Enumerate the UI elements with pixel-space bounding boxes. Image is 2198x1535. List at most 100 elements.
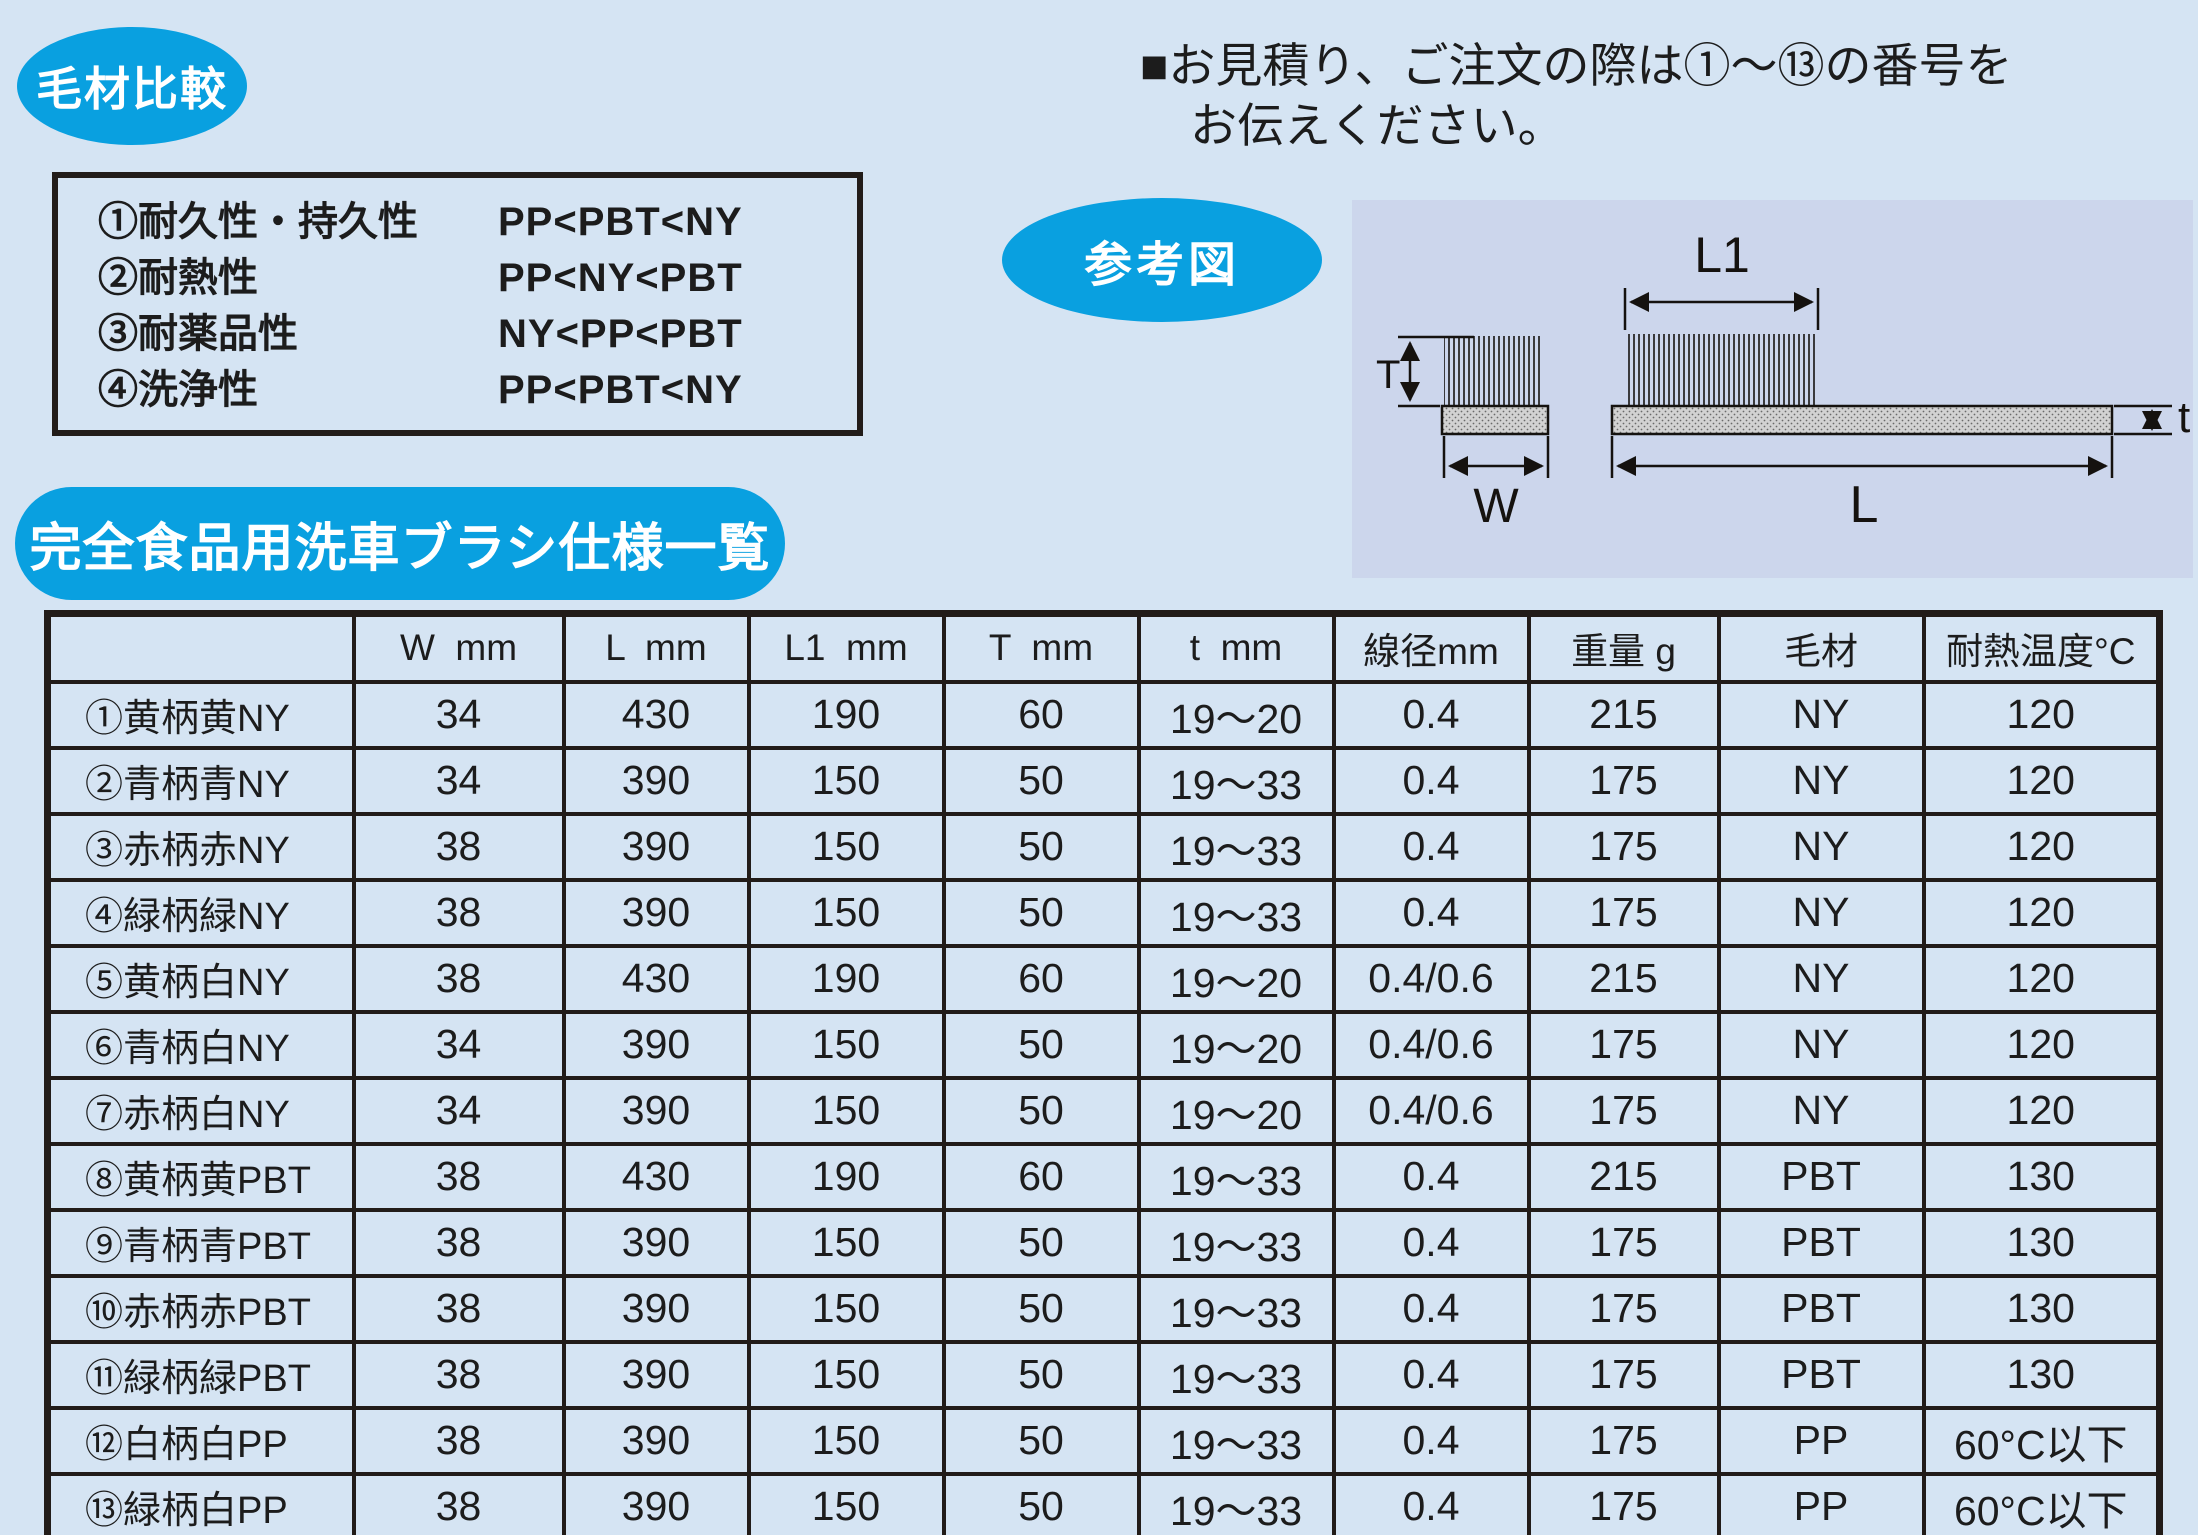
material-comparison-box: ①耐久性・持久性 PP<PBT<NY ②耐熱性 PP<NY<PBT ③耐薬品性 … <box>52 172 863 436</box>
product-name-cell: ⑦赤柄白NY <box>45 1075 356 1146</box>
table-row: ⑫白柄白PP 38 390 150 50 19〜33 0.4 175 PP 60°C以下 <box>45 1405 2162 1476</box>
spec-value-cell: NY <box>1716 1009 1926 1080</box>
spec-value-cell: 19〜20 <box>1136 1009 1336 1080</box>
brush-dimension-diagram: T W L1 t L <box>1352 200 2193 578</box>
spec-value-cell: 150 <box>746 1075 946 1146</box>
product-name-cell: ⑩赤柄赤PBT <box>45 1273 356 1344</box>
spec-value-cell: 130 <box>1921 1207 2162 1278</box>
product-name-cell: ⑨青柄青PBT <box>45 1207 356 1278</box>
spec-value-cell: 19〜33 <box>1136 1207 1336 1278</box>
header-l-mm: L mm <box>561 611 751 684</box>
spec-value-cell: 150 <box>746 745 946 816</box>
spec-value-cell: 19〜20 <box>1136 943 1336 1014</box>
spec-value-cell: 38 <box>351 1141 566 1212</box>
comparison-value: PP<PBT<NY <box>498 200 743 244</box>
spec-value-cell: 390 <box>561 1471 751 1535</box>
spec-value-cell: NY <box>1716 811 1926 882</box>
header-wire-diameter: 線径mm <box>1331 611 1531 684</box>
spec-value-cell: 38 <box>351 811 566 882</box>
spec-value-cell: 19〜33 <box>1136 877 1336 948</box>
spec-table: W mm L mm L1 mm T mm t mm 線径mm 重量 g 毛材 耐… <box>44 610 2163 1535</box>
dimension-label-T: T <box>1376 353 1400 397</box>
product-name-cell: ①黄柄黄NY <box>45 679 356 750</box>
spec-value-cell: 19〜33 <box>1136 1273 1336 1344</box>
spec-value-cell: 19〜33 <box>1136 1339 1336 1410</box>
table-row: ③赤柄赤NY 38 390 150 50 19〜33 0.4 175 NY 120 <box>45 811 2162 882</box>
spec-value-cell: 19〜33 <box>1136 1405 1336 1476</box>
header-w-mm: W mm <box>351 611 566 684</box>
spec-value-cell: 175 <box>1526 1009 1721 1080</box>
spec-value-cell: 390 <box>561 1009 751 1080</box>
table-row: ④緑柄緑NY 38 390 150 50 19〜33 0.4 175 NY 120 <box>45 877 2162 948</box>
spec-value-cell: 175 <box>1526 1339 1721 1410</box>
spec-value-cell: 19〜33 <box>1136 1141 1336 1212</box>
spec-value-cell: 34 <box>351 1009 566 1080</box>
spec-value-cell: 34 <box>351 1075 566 1146</box>
spec-value-cell: 150 <box>746 811 946 882</box>
spec-value-cell: 390 <box>561 877 751 948</box>
spec-value-cell: 175 <box>1526 745 1721 816</box>
table-row: ⑤黄柄白NY 38 430 190 60 19〜20 0.4/0.6 215 NY 120 <box>45 943 2162 1014</box>
product-name-cell: ②青柄青NY <box>45 745 356 816</box>
reference-figure-badge: 参考図 <box>1002 198 1322 322</box>
spec-value-cell: 38 <box>351 943 566 1014</box>
spec-value-cell: 150 <box>746 877 946 948</box>
spec-value-cell: 120 <box>1921 679 2162 750</box>
spec-value-cell: 50 <box>941 1339 1141 1410</box>
spec-value-cell: 60°C以下 <box>1921 1405 2162 1476</box>
comparison-value: PP<PBT<NY <box>498 368 743 412</box>
product-name-cell: ④緑柄緑NY <box>45 877 356 948</box>
spec-value-cell: 175 <box>1526 1273 1721 1344</box>
spec-value-cell: 120 <box>1921 943 2162 1014</box>
spec-value-cell: 150 <box>746 1339 946 1410</box>
spec-value-cell: 38 <box>351 1471 566 1535</box>
spec-value-cell: PP <box>1716 1471 1926 1535</box>
product-name-cell: ③赤柄赤NY <box>45 811 356 882</box>
spec-value-cell: 38 <box>351 1339 566 1410</box>
spec-value-cell: 50 <box>941 1207 1141 1278</box>
header-bristle-material: 毛材 <box>1716 611 1926 684</box>
spec-value-cell: 130 <box>1921 1339 2162 1410</box>
spec-value-cell: NY <box>1716 943 1926 1014</box>
spec-value-cell: NY <box>1716 679 1926 750</box>
product-name-cell: ⑥青柄白NY <box>45 1009 356 1080</box>
table-row: ⑩赤柄赤PBT 38 390 150 50 19〜33 0.4 175 PBT 130 <box>45 1273 2162 1344</box>
product-name-cell: ⑬緑柄白PP <box>45 1471 356 1535</box>
right-bristle-tuft <box>1625 334 1818 406</box>
spec-value-cell: 430 <box>561 1141 751 1212</box>
spec-value-cell: PBT <box>1716 1339 1926 1410</box>
spec-value-cell: 120 <box>1921 877 2162 948</box>
spec-value-cell: 0.4 <box>1331 1273 1531 1344</box>
ordering-note-line1: ■お見積り、ご注文の際は①〜⑬の番号を <box>1140 39 2013 92</box>
product-name-cell: ⑤黄柄白NY <box>45 943 356 1014</box>
spec-value-cell: 38 <box>351 1273 566 1344</box>
spec-value-cell: 175 <box>1526 1207 1721 1278</box>
comparison-row: ②耐熱性 PP<NY<PBT <box>98 250 857 306</box>
spec-value-cell: 120 <box>1921 745 2162 816</box>
spec-value-cell: 0.4 <box>1331 1471 1531 1535</box>
spec-value-cell: 34 <box>351 679 566 750</box>
spec-table-header-row: W mm L mm L1 mm T mm t mm 線径mm 重量 g 毛材 耐… <box>45 611 2162 684</box>
spec-value-cell: 0.4 <box>1331 1141 1531 1212</box>
spec-value-cell: PBT <box>1716 1273 1926 1344</box>
comparison-row: ①耐久性・持久性 PP<PBT<NY <box>98 194 857 250</box>
spec-value-cell: 390 <box>561 745 751 816</box>
spec-value-cell: 150 <box>746 1405 946 1476</box>
spec-value-cell: 50 <box>941 811 1141 882</box>
spec-value-cell: 390 <box>561 1273 751 1344</box>
spec-value-cell: 0.4 <box>1331 877 1531 948</box>
dimension-label-W: W <box>1473 480 1519 533</box>
table-row: ⑬緑柄白PP 38 390 150 50 19〜33 0.4 175 PP 60°C以下 <box>45 1471 2162 1535</box>
header-t-lower-mm: t mm <box>1136 611 1336 684</box>
spec-value-cell: 60 <box>941 679 1141 750</box>
spec-value-cell: 0.4 <box>1331 811 1531 882</box>
spec-table-body: ①黄柄黄NY 34 430 190 60 19〜20 0.4 215 NY 120 ②青柄青NY 34… <box>45 679 2162 1535</box>
header-l1-mm: L1 mm <box>746 611 946 684</box>
dimension-label-L: L <box>1850 476 1879 534</box>
left-bristle-tuft <box>1444 336 1541 406</box>
spec-value-cell: 130 <box>1921 1141 2162 1212</box>
spec-value-cell: 50 <box>941 745 1141 816</box>
table-row: ⑧黄柄黄PBT 38 430 190 60 19〜33 0.4 215 PBT 130 <box>45 1141 2162 1212</box>
spec-value-cell: PBT <box>1716 1207 1926 1278</box>
